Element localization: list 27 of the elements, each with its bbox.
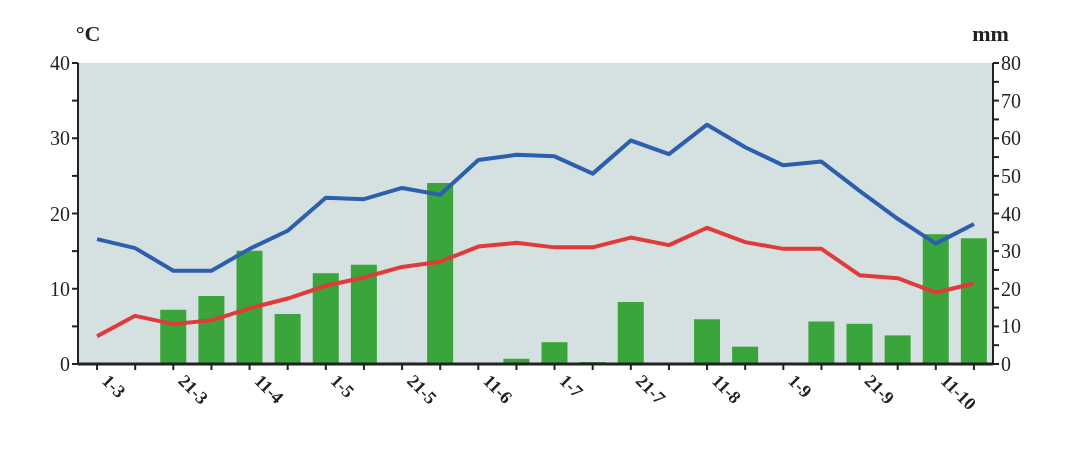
y2-tick-label: 70 bbox=[1001, 89, 1021, 112]
x-tick-label: 1-5 bbox=[326, 370, 359, 402]
y-tick-label: 40 bbox=[50, 52, 70, 75]
y-tick-label: 30 bbox=[50, 127, 70, 150]
y2-tick-label: 40 bbox=[1001, 202, 1021, 225]
y-tick-label: 0 bbox=[60, 353, 70, 376]
y2-axis-title: mm bbox=[972, 21, 1009, 46]
y-tick-label: 20 bbox=[50, 202, 70, 225]
y2-tick-label: 0 bbox=[1001, 353, 1011, 376]
x-tick-label: 1-7 bbox=[555, 370, 587, 402]
y2-tick-label: 80 bbox=[1001, 52, 1021, 75]
x-tick-label: 11-6 bbox=[479, 370, 517, 408]
x-tick-label: 11-8 bbox=[708, 370, 746, 408]
y2-tick-label: 50 bbox=[1001, 164, 1021, 187]
x-tick-label: 1-9 bbox=[784, 370, 816, 402]
y-tick-label: 10 bbox=[50, 277, 70, 300]
y2-tick-label: 20 bbox=[1001, 277, 1021, 300]
x-tick-label: 11-4 bbox=[250, 370, 288, 408]
x-tick-label: 21-9 bbox=[860, 370, 899, 409]
x-tick-label: 21-7 bbox=[631, 370, 670, 409]
x-tick-label: 21-5 bbox=[403, 370, 441, 409]
x-tick-label: 21-3 bbox=[174, 370, 212, 409]
y2-tick-label: 30 bbox=[1001, 240, 1021, 263]
y2-tick-label: 10 bbox=[1001, 315, 1021, 338]
x-tick-label: 1-3 bbox=[98, 370, 130, 402]
y2-tick-label: 60 bbox=[1001, 127, 1021, 150]
y-axis-title: °C bbox=[75, 21, 101, 46]
